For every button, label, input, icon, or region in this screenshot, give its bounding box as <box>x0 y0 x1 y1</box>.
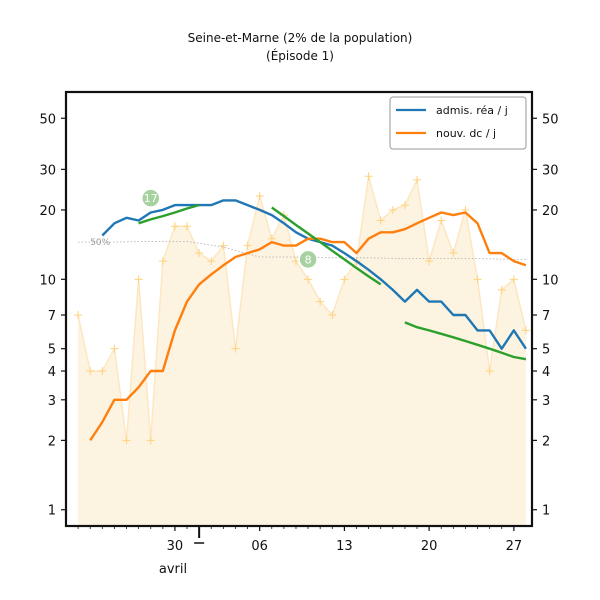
raw-point <box>219 241 228 250</box>
raw-point <box>340 275 349 284</box>
chart-title: Seine-et-Marne (2% de la population) <box>188 31 413 45</box>
x-tick-label: 13 <box>336 539 353 554</box>
annotation-badge <box>140 188 161 208</box>
raw-point <box>110 344 119 353</box>
annotation-badge-label: 8 <box>305 253 312 266</box>
raw-point <box>328 311 337 320</box>
x-axis: 30 06 13 20 27 <box>77 526 523 554</box>
legend-label-dc: nouv. dc / j <box>436 127 496 140</box>
raw-point <box>170 222 179 231</box>
x-tick-label: 06 <box>251 539 268 554</box>
raw-point <box>231 344 240 353</box>
y-tick-label-left: 2 <box>48 434 56 449</box>
raw-point <box>509 275 518 284</box>
y-tick-label-right: 50 <box>542 112 559 127</box>
y-tick-label-right: 7 <box>542 309 550 324</box>
y-axis-right: 1 2 3 4 5 7 10 20 30 50 <box>532 112 559 519</box>
raw-point <box>497 285 506 294</box>
y-axis-left: 1 2 3 4 5 7 10 20 30 50 <box>39 112 66 519</box>
x-tick-label: 30 <box>167 539 184 554</box>
raw-area <box>74 172 530 527</box>
raw-point <box>134 275 143 284</box>
x-tick-label: 20 <box>421 539 438 554</box>
raw-point <box>86 367 95 376</box>
raw-point <box>146 436 155 445</box>
y-tick-label-left: 20 <box>39 204 56 219</box>
legend-label-adm: admis. réa / j <box>436 104 508 117</box>
y-tick-label-right: 20 <box>542 204 559 219</box>
annotation-label-50pct: 50% <box>90 238 110 248</box>
raw-point <box>122 436 131 445</box>
plot-frame <box>64 90 534 528</box>
y-tick-label-right: 30 <box>542 163 559 178</box>
raw-point <box>449 249 458 258</box>
fit-line-2 <box>271 206 382 286</box>
y-tick-label-left: 50 <box>39 112 56 127</box>
raw-point <box>413 175 422 184</box>
chart-subtitle: (Épisode 1) <box>266 48 334 63</box>
y-tick-label-right: 5 <box>542 343 550 358</box>
y-tick-label-right: 3 <box>542 394 550 409</box>
y-tick-label-left: 7 <box>48 309 56 324</box>
raw-point <box>400 201 409 210</box>
y-tick-label-left: 4 <box>48 365 56 380</box>
raw-point <box>425 257 434 266</box>
series-line-dc <box>89 211 527 442</box>
fit-line-3 <box>404 321 527 361</box>
annotations: 17 8 50% <box>90 188 318 270</box>
raw-point <box>207 257 216 266</box>
raw-point <box>437 216 446 225</box>
y-tick-label-right: 2 <box>542 434 550 449</box>
series-lines <box>89 199 527 442</box>
raw-point <box>473 275 482 284</box>
raw-point <box>158 257 167 266</box>
raw-area-fill <box>78 176 526 527</box>
series-line-adm <box>101 199 527 350</box>
raw-point <box>98 367 107 376</box>
y-tick-label-right: 4 <box>542 365 550 380</box>
x-month-label: avril <box>159 562 187 577</box>
x-tick-label: 27 <box>506 539 523 554</box>
raw-point <box>255 191 264 200</box>
raw-point <box>485 367 494 376</box>
raw-point <box>376 216 385 225</box>
raw-point <box>74 311 83 320</box>
y-tick-label-left: 10 <box>39 273 56 288</box>
annotation-badge-label: 17 <box>144 192 158 205</box>
raw-point <box>364 172 373 181</box>
y-tick-label-left: 3 <box>48 394 56 409</box>
y-tick-label-right: 10 <box>542 273 559 288</box>
raw-point <box>316 297 325 306</box>
raw-point <box>183 222 192 231</box>
legend: admis. réa / j nouv. dc / j <box>389 96 527 150</box>
raw-area-line <box>77 176 527 441</box>
raw-point <box>304 275 313 284</box>
fit-line-1 <box>138 203 200 225</box>
y-tick-label-right: 1 <box>542 504 550 519</box>
raw-point <box>388 205 397 214</box>
annotation-badge <box>298 249 318 270</box>
y-tick-label-left: 30 <box>39 163 56 178</box>
raw-point <box>195 249 204 258</box>
raw-point <box>521 326 530 335</box>
y-tick-label-left: 1 <box>48 504 56 519</box>
raw-point <box>243 241 252 250</box>
y-tick-label-left: 5 <box>48 343 56 358</box>
